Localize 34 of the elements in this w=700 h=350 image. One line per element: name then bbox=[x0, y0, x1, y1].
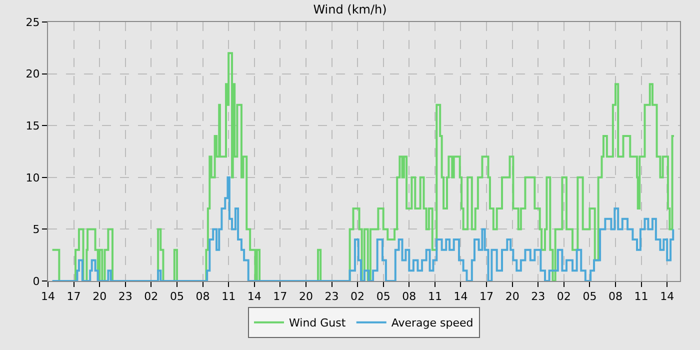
x-tick-label: 08 bbox=[402, 290, 416, 304]
x-tick-label: 23 bbox=[324, 290, 339, 304]
x-tick-label: 14 bbox=[247, 290, 262, 304]
x-tick-label: 02 bbox=[350, 290, 365, 304]
x-tick-label: 20 bbox=[505, 290, 520, 304]
x-tick-label: 20 bbox=[298, 290, 313, 304]
x-tick-label: 23 bbox=[118, 290, 132, 304]
x-tick-label: 08 bbox=[608, 290, 623, 304]
x-tick-label: 02 bbox=[144, 290, 158, 304]
y-tick-label: 10 bbox=[26, 171, 40, 184]
x-tick-label: 20 bbox=[92, 290, 107, 304]
x-tick-label: 17 bbox=[273, 290, 288, 304]
y-tick-label: 20 bbox=[26, 68, 40, 81]
y-tick-label: 15 bbox=[26, 119, 40, 132]
y-tick-label: 5 bbox=[32, 223, 40, 236]
x-tick-label: 14 bbox=[41, 290, 55, 304]
chart-title: Wind (km/h) bbox=[313, 2, 387, 17]
y-tick-label: 0 bbox=[32, 274, 40, 288]
x-tick-label: 17 bbox=[66, 290, 81, 304]
x-tick-label: 11 bbox=[634, 290, 648, 304]
x-tick-label: 05 bbox=[376, 290, 390, 304]
x-tick-label: 02 bbox=[556, 290, 571, 304]
y-tick-label: 25 bbox=[26, 16, 40, 29]
x-tick-label: 17 bbox=[480, 290, 494, 304]
x-tick-label: 11 bbox=[222, 290, 236, 304]
x-tick-label: 14 bbox=[660, 290, 674, 304]
x-tick-label: 23 bbox=[531, 290, 546, 304]
x-tick-label: 08 bbox=[196, 290, 210, 304]
x-tick-label: 11 bbox=[428, 290, 442, 304]
x-tick-label: 05 bbox=[582, 290, 597, 304]
legend-label: Average speed bbox=[391, 316, 474, 330]
x-tick-label: 14 bbox=[454, 290, 468, 304]
x-tick-label: 05 bbox=[170, 290, 184, 304]
legend-label: Wind Gust bbox=[289, 316, 346, 330]
